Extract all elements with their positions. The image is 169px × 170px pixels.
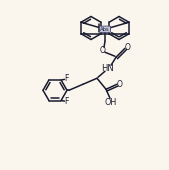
Text: OH: OH xyxy=(105,98,117,107)
Text: O: O xyxy=(117,80,123,89)
Text: HN: HN xyxy=(102,64,114,73)
Text: Abs: Abs xyxy=(100,27,110,32)
Text: F: F xyxy=(64,97,68,106)
Text: O: O xyxy=(125,43,131,52)
Text: O: O xyxy=(100,46,106,55)
Text: F: F xyxy=(64,74,68,83)
